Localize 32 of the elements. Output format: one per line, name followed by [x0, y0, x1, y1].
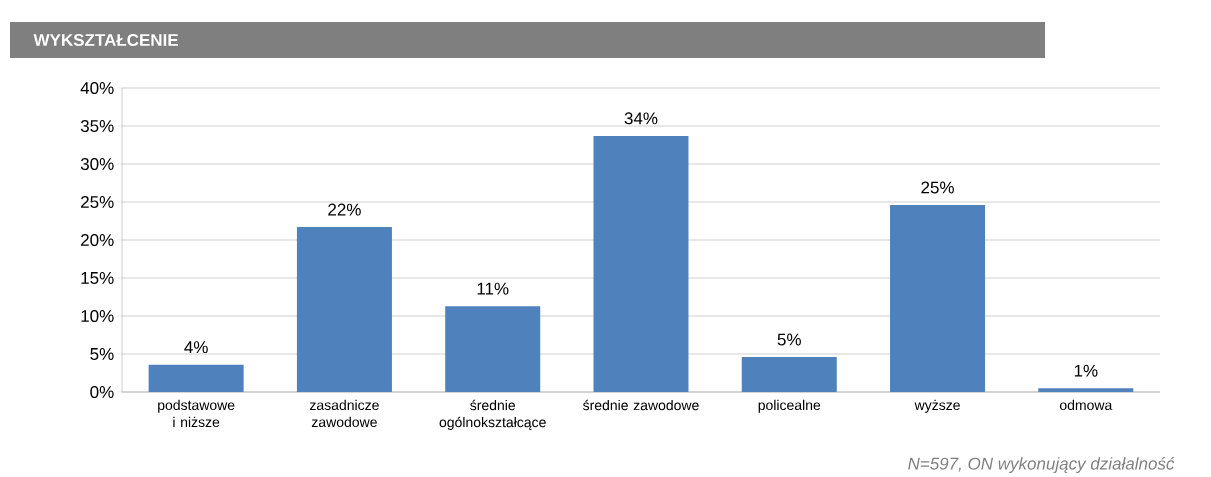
data-label: 34% [624, 112, 658, 125]
x-tick-label: policealne [758, 399, 821, 413]
bar [1038, 388, 1134, 392]
y-tick-label: 30% [80, 157, 114, 171]
y-tick-label: 35% [80, 119, 114, 133]
data-label: 25% [921, 181, 954, 194]
data-label: 5% [777, 333, 801, 346]
y-tick-label: 40% [80, 81, 114, 95]
data-label: 11% [477, 282, 509, 295]
data-label: 1% [1074, 364, 1098, 377]
x-tick-label: wyższe [914, 399, 960, 413]
x-tick-label: podstawowe i niższe [158, 399, 235, 428]
y-tick-label: 0% [90, 385, 114, 399]
y-tick-label: 20% [81, 233, 114, 247]
bar [148, 364, 244, 392]
chart-title: WYKSZTAŁCENIE [33, 33, 178, 47]
x-tick-label: średnie zawodowe [583, 399, 699, 411]
y-tick-label: 5% [90, 348, 114, 360]
bar [890, 205, 986, 392]
y-tick-label: 10% [81, 309, 114, 323]
bar [445, 306, 541, 392]
x-tick-label: odmowa [1059, 399, 1113, 411]
text: N=597, ON wykonujący działalność [908, 456, 1175, 474]
y-tick-label: 15% [81, 272, 114, 284]
data-label: 4% [184, 341, 208, 354]
bar [593, 135, 689, 392]
data-label: 22% [328, 203, 361, 216]
bar [741, 357, 837, 392]
x-tick-label: zasadnicze zawodowe [309, 399, 379, 428]
bar [296, 227, 392, 392]
y-tick-label: 25% [81, 195, 114, 209]
x-tick-label: średnie ogólnokształcące [439, 399, 546, 431]
